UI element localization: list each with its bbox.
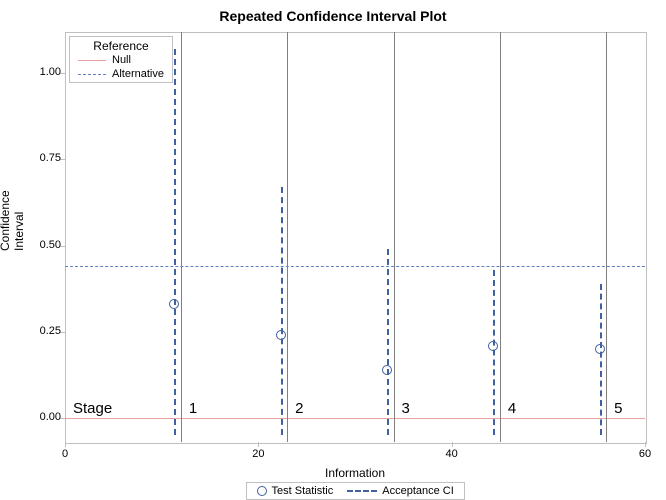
acceptance-ci-line [600, 284, 602, 436]
reference-alt-line [65, 266, 645, 267]
legend-bottom: Test Statistic Acceptance CI [246, 482, 465, 500]
acceptance-ci-line [281, 187, 283, 435]
legend-swatch-ci [347, 490, 377, 492]
legend-item: Test Statistic [257, 485, 334, 497]
x-tick-label: 20 [248, 448, 268, 460]
legend-reference: Reference Null Alternative [69, 36, 173, 83]
plot-area [65, 32, 647, 444]
y-tick-label: 0.50 [29, 239, 61, 251]
legend-item: Alternative [70, 68, 172, 82]
legend-item: Null [70, 54, 172, 68]
x-tick [645, 442, 646, 447]
test-statistic-marker [276, 330, 286, 340]
chart-title: Repeated Confidence Interval Plot [0, 8, 666, 24]
y-axis-label: Confidence Interval [0, 231, 26, 251]
stage-number: 5 [614, 400, 622, 417]
stage-number: 3 [401, 400, 409, 417]
stage-divider-line [500, 32, 501, 442]
acceptance-ci-line [174, 49, 176, 435]
reference-null-line [65, 418, 645, 419]
y-tick-label: 0.75 [29, 152, 61, 164]
chart-container: Repeated Confidence Interval Plot Confid… [0, 0, 666, 500]
test-statistic-marker [169, 299, 179, 309]
x-tick [452, 442, 453, 447]
x-tick-label: 40 [442, 448, 462, 460]
y-tick-label: 0.25 [29, 325, 61, 337]
acceptance-ci-line [493, 270, 495, 435]
legend-item-label: Null [112, 54, 131, 66]
y-tick-label: 1.00 [29, 66, 61, 78]
legend-item: Acceptance CI [347, 485, 454, 497]
x-tick [65, 442, 66, 447]
stage-number: 2 [295, 400, 303, 417]
stage-divider-line [287, 32, 288, 442]
legend-reference-title: Reference [70, 37, 172, 54]
x-tick-label: 60 [635, 448, 655, 460]
y-tick-label: 0.00 [29, 411, 61, 423]
test-statistic-marker [382, 365, 392, 375]
stage-axis-label: Stage [73, 400, 112, 417]
test-statistic-marker [595, 344, 605, 354]
stage-divider-line [181, 32, 182, 442]
stage-divider-line [606, 32, 607, 442]
legend-item-label: Test Statistic [272, 485, 334, 497]
stage-number: 4 [508, 400, 516, 417]
x-axis-label: Information [65, 466, 645, 480]
test-statistic-marker [488, 341, 498, 351]
stage-divider-line [394, 32, 395, 442]
acceptance-ci-line [387, 249, 389, 435]
x-tick-label: 0 [55, 448, 75, 460]
legend-swatch-null [78, 60, 106, 61]
legend-item-label: Acceptance CI [382, 485, 454, 497]
legend-item-label: Alternative [112, 68, 164, 80]
x-tick [258, 442, 259, 447]
stage-number: 1 [189, 400, 197, 417]
legend-swatch-alt [78, 74, 106, 75]
legend-swatch-marker [257, 486, 267, 496]
